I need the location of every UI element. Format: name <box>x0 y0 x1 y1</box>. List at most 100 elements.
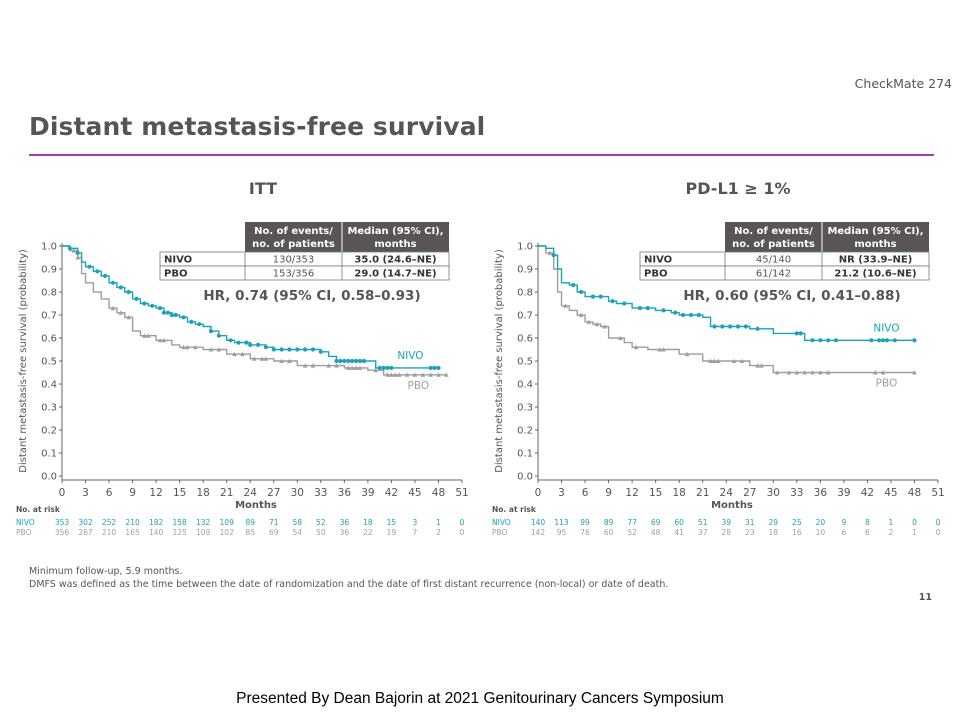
x-tick-label: 51 <box>931 487 944 499</box>
censor-mark-nivo <box>142 301 147 306</box>
censor-mark-nivo <box>735 324 741 329</box>
at-risk-count: 60 <box>604 528 614 537</box>
censor-mark-nivo <box>428 365 433 370</box>
table-events: 61/142 <box>756 269 791 280</box>
at-risk-count: 51 <box>698 518 708 527</box>
censor-mark-pbo <box>810 370 815 375</box>
at-risk-count: 52 <box>316 518 326 527</box>
censor-mark-pbo <box>420 372 426 377</box>
censor-mark-pbo <box>739 358 745 363</box>
x-tick-label: 36 <box>338 487 352 499</box>
x-tick-label: 30 <box>767 487 780 499</box>
x-axis-label: Months <box>235 500 277 511</box>
trial-name: CheckMate 274 <box>854 76 952 91</box>
censor-mark-nivo <box>622 301 627 306</box>
censor-mark-nivo <box>579 289 584 295</box>
table-median: 35.0 (24.6–NE) <box>354 255 436 266</box>
x-tick-label: 9 <box>605 487 612 499</box>
censor-mark-nivo <box>833 338 839 343</box>
censor-mark-pbo <box>802 370 807 375</box>
panel-title: ITT <box>249 179 277 198</box>
censor-mark-pbo <box>716 358 721 363</box>
at-risk-count: 95 <box>557 528 567 537</box>
censor-mark-pbo <box>263 356 269 361</box>
at-risk-count: 1 <box>889 518 894 527</box>
at-risk-count: 19 <box>387 528 397 537</box>
censor-mark-pbo <box>181 344 186 350</box>
at-risk-count: 54 <box>293 528 303 537</box>
censor-mark-nivo <box>161 310 167 315</box>
censor-mark-nivo <box>645 306 650 311</box>
x-tick-label: 12 <box>149 487 162 499</box>
censor-mark-nivo <box>248 342 253 347</box>
censor-mark-nivo <box>571 283 576 288</box>
at-risk-label: No. at risk <box>492 505 537 514</box>
table-median: NR (33.9–NE) <box>839 255 913 266</box>
at-risk-count: 71 <box>269 518 279 527</box>
censor-mark-nivo <box>696 312 701 318</box>
at-risk-count: 18 <box>769 528 779 537</box>
censor-mark-pbo <box>872 370 878 375</box>
at-risk-count: 31 <box>745 518 755 527</box>
censor-mark-nivo <box>637 306 643 311</box>
at-risk-count: 6 <box>841 528 846 537</box>
censor-mark-nivo <box>350 358 355 364</box>
censor-mark-pbo <box>818 370 823 375</box>
censor-mark-pbo <box>825 370 831 375</box>
at-risk-arm-pbo: PBO <box>16 528 32 537</box>
at-risk-count: 15 <box>387 518 397 527</box>
x-tick-label: 45 <box>408 487 421 499</box>
censor-mark-nivo <box>157 306 163 311</box>
slide-title: Distant metastasis-free survival <box>29 112 486 141</box>
footnotes: Minimum follow-up, 5.9 months. DMFS was … <box>29 565 668 591</box>
censor-mark-pbo <box>794 370 800 375</box>
censor-mark-pbo <box>287 358 292 363</box>
title-divider <box>29 154 934 156</box>
censor-mark-pbo <box>208 347 214 352</box>
x-tick-label: 6 <box>582 487 589 499</box>
censor-mark-nivo <box>826 338 831 343</box>
at-risk-count: 302 <box>78 518 93 527</box>
table-arm: NIVO <box>164 255 192 266</box>
at-risk-count: 2 <box>436 528 441 537</box>
x-tick-label: 39 <box>837 487 850 499</box>
x-tick-label: 24 <box>244 487 258 499</box>
at-risk-label: No. at risk <box>16 505 61 514</box>
censor-mark-nivo <box>103 273 108 278</box>
at-risk-count: 252 <box>102 518 117 527</box>
censor-mark-nivo <box>794 331 799 336</box>
table-header-text: Median (95% CI), <box>827 226 923 237</box>
censor-mark-nivo <box>216 333 221 338</box>
censor-mark-pbo <box>157 338 163 343</box>
censor-mark-pbo <box>412 372 418 377</box>
panel-title: PD-L1 ≥ 1% <box>686 179 791 198</box>
censor-mark-nivo <box>342 358 347 364</box>
censor-mark-pbo <box>161 338 167 343</box>
x-tick-label: 3 <box>558 487 565 499</box>
x-tick-label: 24 <box>720 487 734 499</box>
censor-mark-pbo <box>216 347 222 352</box>
censor-mark-nivo <box>590 294 596 299</box>
y-tick-label: 0.1 <box>517 449 533 460</box>
hazard-ratio: HR, 0.60 (95% CI, 0.41–0.88) <box>683 288 900 304</box>
at-risk-count: 41 <box>674 528 684 537</box>
censor-mark-pbo <box>373 367 379 373</box>
at-risk-count: 3 <box>413 518 418 527</box>
censor-mark-nivo <box>181 315 186 320</box>
censor-mark-pbo <box>251 356 257 361</box>
y-tick-label: 1.0 <box>517 242 533 253</box>
censor-mark-pbo <box>444 372 449 377</box>
censor-mark-pbo <box>345 365 351 370</box>
x-tick-label: 21 <box>220 487 233 499</box>
censor-mark-nivo <box>673 310 678 315</box>
at-risk-count: 29 <box>769 518 779 527</box>
y-tick-label: 0.3 <box>517 403 533 414</box>
y-tick-label: 0.4 <box>517 380 533 391</box>
censor-mark-pbo <box>786 370 792 375</box>
y-tick-label: 0.0 <box>41 472 57 483</box>
censor-mark-nivo <box>346 358 351 364</box>
y-tick-label: 0.8 <box>41 288 57 299</box>
x-tick-label: 27 <box>743 487 756 499</box>
censor-mark-nivo <box>598 294 603 299</box>
censor-mark-nivo <box>551 253 556 258</box>
